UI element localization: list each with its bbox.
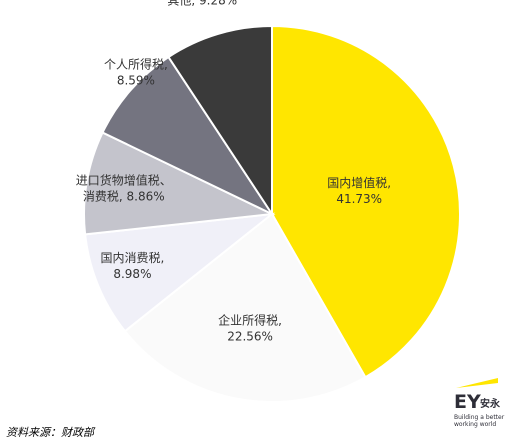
ey-mark: EY (454, 391, 481, 413)
ey-logo: EY 安永 Building a better working world (454, 378, 505, 428)
pie-slice-5 (167, 24, 273, 218)
pie-labels: 国内增值税, 41.73% 企业所得税, 22.56% 国内消费税, 8.98% 进口货物增… (76, 0, 391, 343)
slice-label-3: 进口货物增值税、消费税, 8.86% (76, 173, 172, 204)
slice-label-0: 国内增值税, 41.73% (327, 175, 391, 206)
ey-beam-icon (456, 378, 498, 388)
source-note: 资料来源：财政部 (6, 426, 94, 439)
slice-label-5: 其他, 9.28% (167, 0, 237, 7)
slice-label-4: 个人所得税, 8.59% (104, 57, 168, 88)
ey-tagline-1: Building a better (454, 414, 505, 421)
slice-label-2: 国内消费税, 8.98% (101, 251, 165, 281)
ey-chinese-name: 安永 (480, 397, 501, 410)
pie-slice-2 (84, 212, 276, 333)
pie-slices (83, 24, 461, 403)
pie-slice-1 (123, 212, 367, 403)
ey-tagline-2: working world (454, 421, 496, 428)
pie-slice-0 (271, 24, 461, 379)
pie-chart-svg: 国内增值税, 41.73% 企业所得税, 22.56% 国内消费税, 8.98% 进口货物增… (75, 0, 461, 403)
pie-slice-4 (101, 55, 275, 217)
pie-slice-3 (83, 131, 276, 236)
slice-label-1: 企业所得税, 22.56% (218, 312, 282, 343)
